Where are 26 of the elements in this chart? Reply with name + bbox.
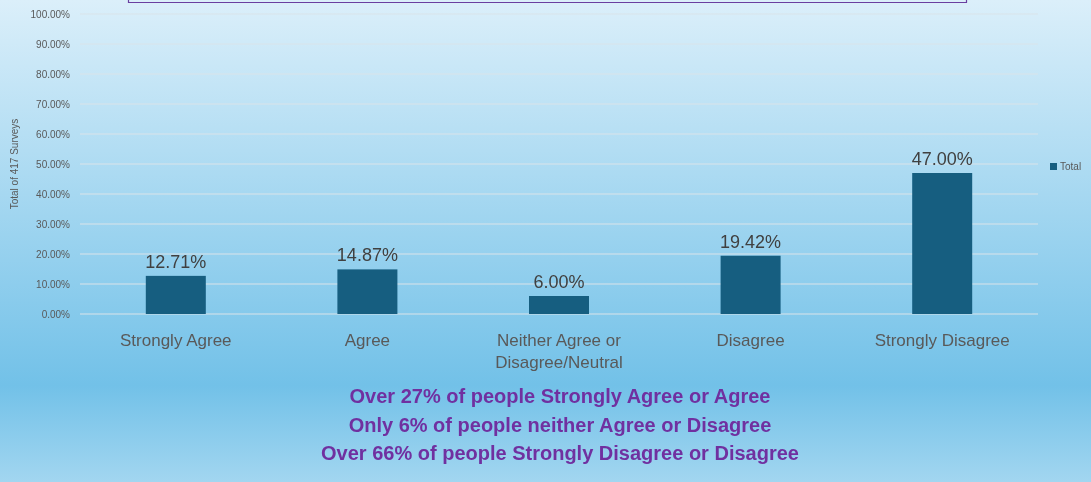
y-tick-label: 90.00% bbox=[36, 38, 71, 50]
data-label: 14.87% bbox=[336, 245, 398, 266]
y-tick-label: 60.00% bbox=[36, 128, 71, 140]
y-tick-label: 70.00% bbox=[36, 98, 71, 110]
data-label: 12.71% bbox=[145, 251, 207, 272]
y-tick-label: 20.00% bbox=[36, 248, 71, 260]
x-tick-label: Strongly Disagree bbox=[874, 331, 1010, 350]
data-label: 6.00% bbox=[533, 272, 585, 292]
text: Only 6% of people neither Agree or Disagree bbox=[348, 413, 772, 436]
y-axis-title: Total of 417 Surveys bbox=[9, 118, 20, 210]
text: Over 66% of people Strongly Disagree or Disagree bbox=[321, 442, 799, 464]
y-tick-label: 10.00% bbox=[36, 278, 71, 290]
x-tick-label: Agree bbox=[344, 331, 391, 350]
x-tick-label: Disagree bbox=[716, 331, 785, 350]
x-tick-label: Strongly Agree bbox=[120, 331, 232, 350]
data-label: 47.00% bbox=[911, 149, 973, 169]
y-tick-label: 0.00% bbox=[41, 308, 71, 320]
x-tick-label: Neither Agree or Disagree/Neutral bbox=[495, 331, 623, 372]
y-tick-label: 50.00% bbox=[36, 158, 71, 170]
legend-label: Total bbox=[1060, 161, 1082, 172]
y-tick-label: 100.00% bbox=[30, 8, 71, 20]
y-tick-label: 80.00% bbox=[36, 68, 71, 80]
y-tick-label: 30.00% bbox=[36, 218, 71, 230]
data-label: 19.42% bbox=[720, 231, 782, 252]
text: Over 27% of people Strongly Agree or Agree bbox=[349, 385, 771, 407]
y-tick-label: 40.00% bbox=[36, 188, 71, 200]
